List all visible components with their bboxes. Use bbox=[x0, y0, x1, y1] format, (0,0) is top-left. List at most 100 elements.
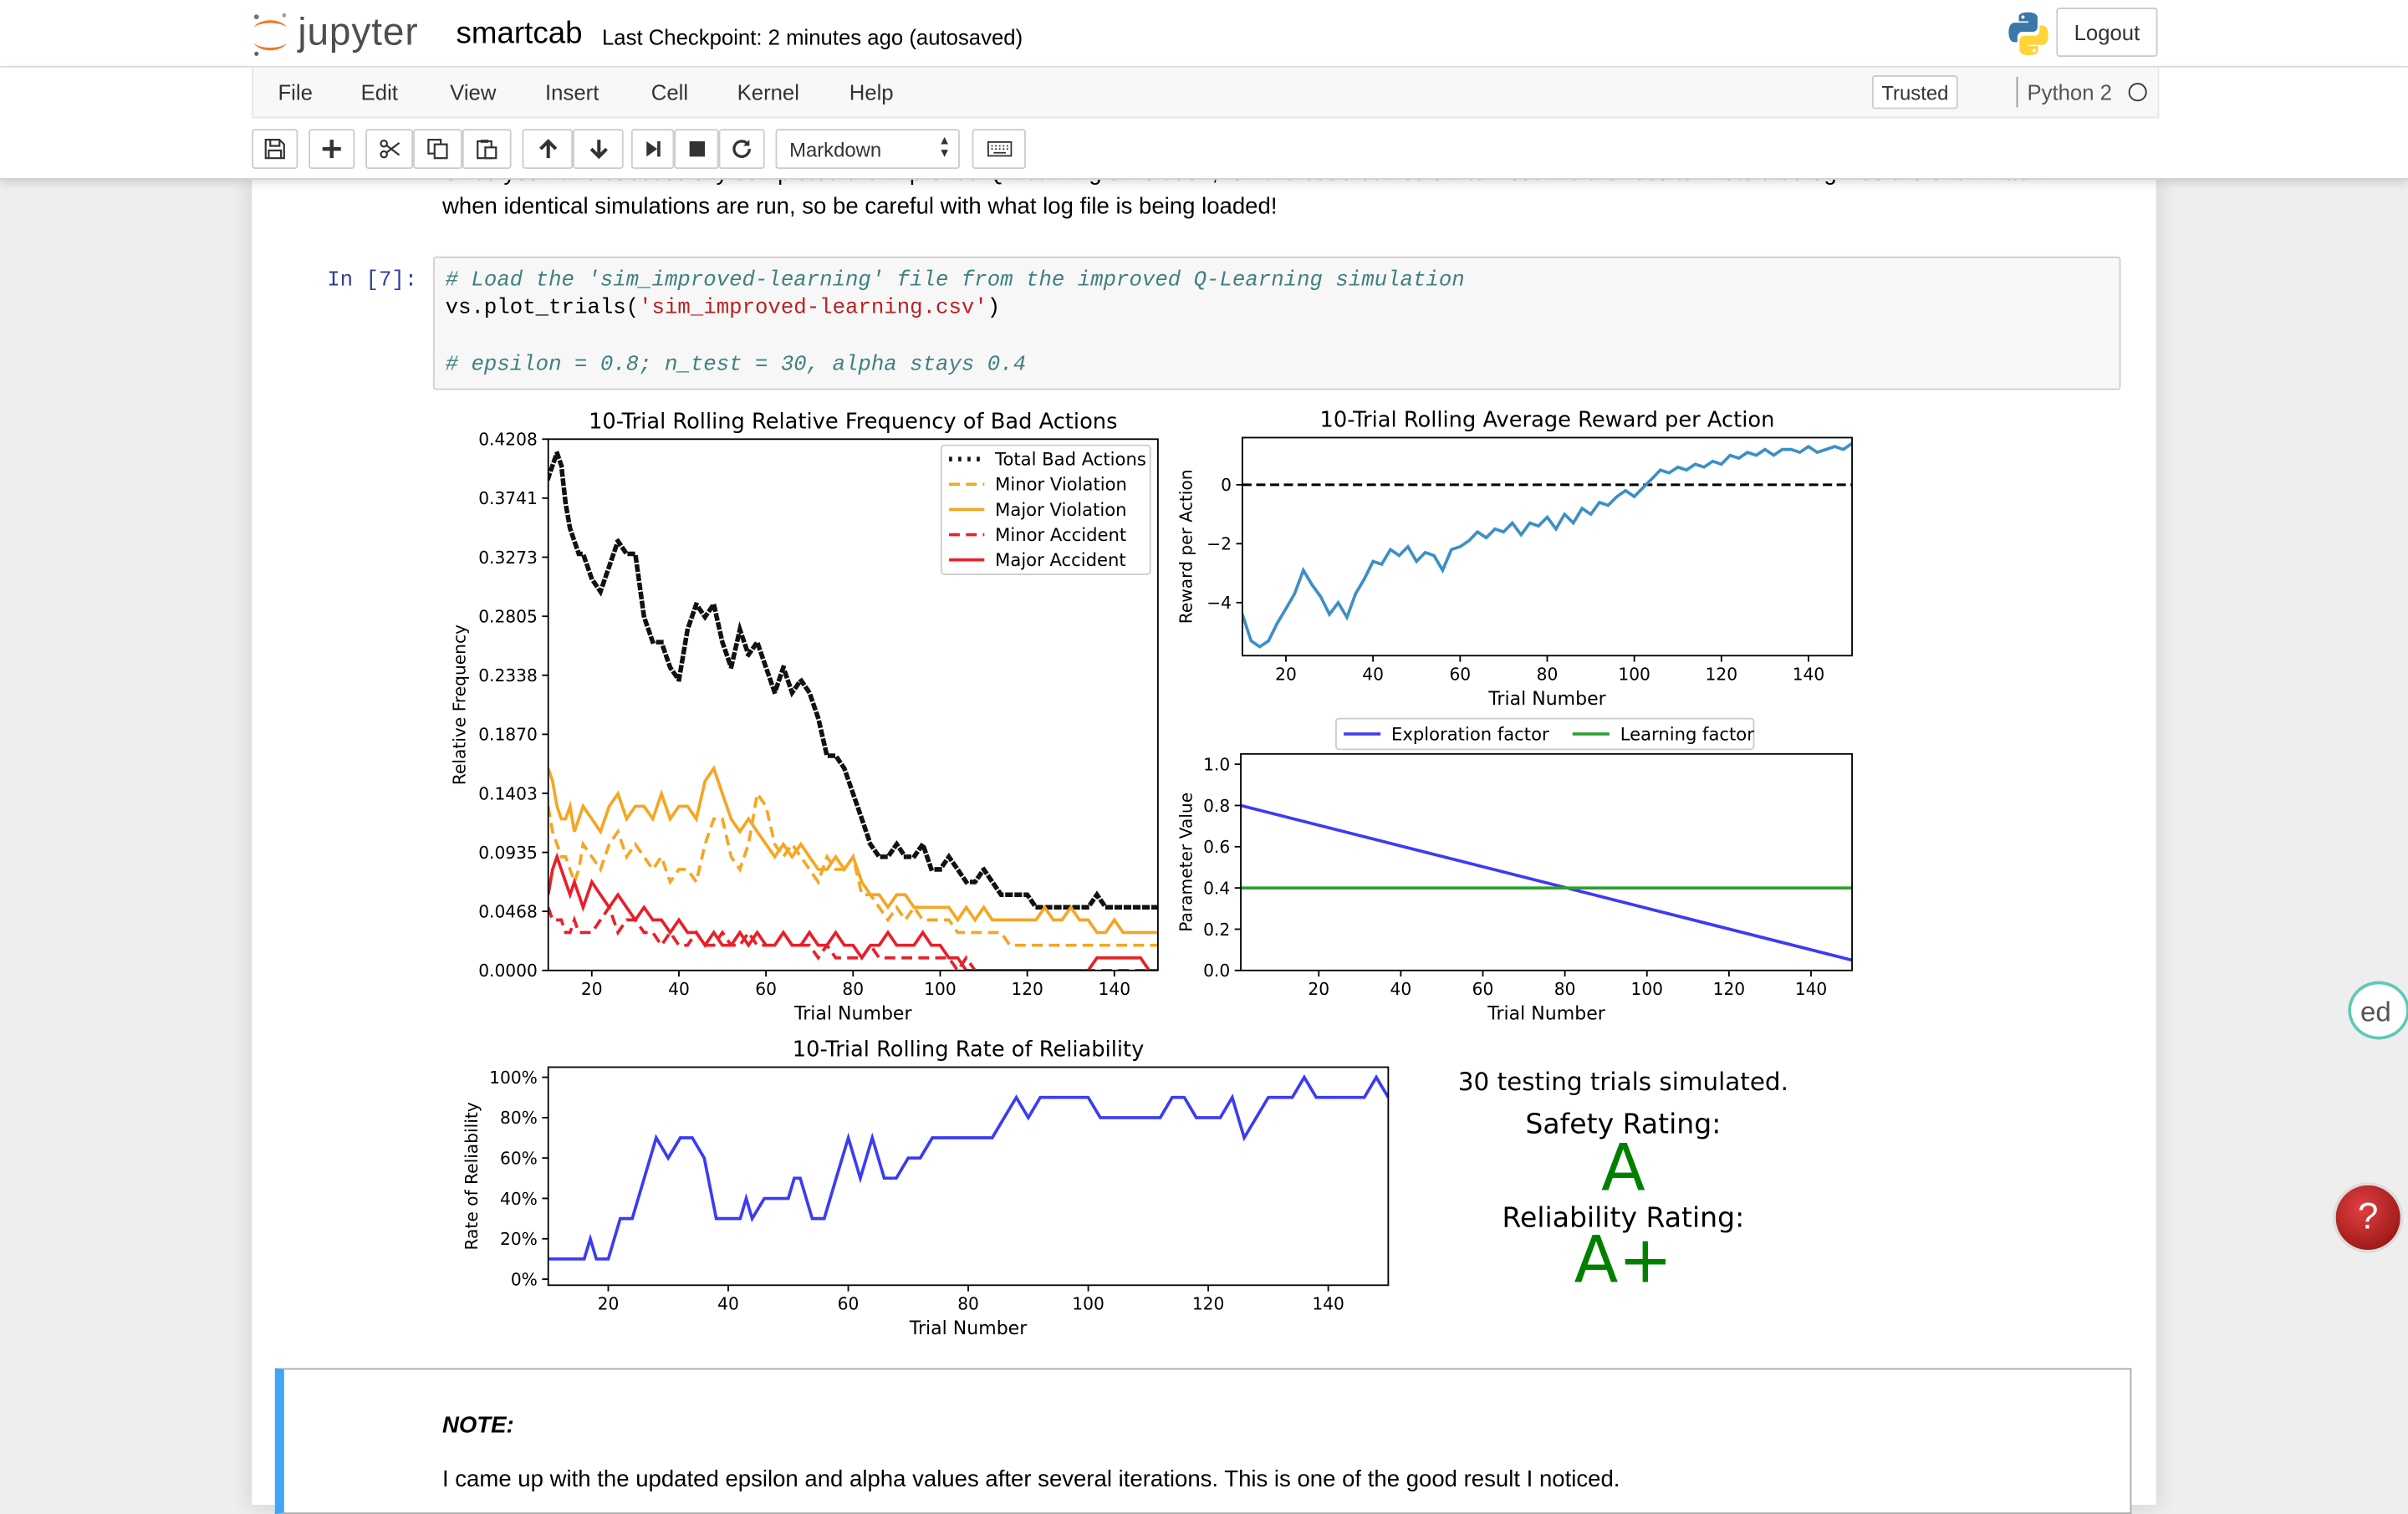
jupyter-logo[interactable]: jupyter bbox=[249, 6, 433, 61]
safety-rating: A bbox=[1600, 1129, 1645, 1206]
restart-button[interactable] bbox=[718, 129, 765, 170]
series-parameters-0 bbox=[1241, 803, 1853, 962]
chart-title: 10-Trial Rolling Relative Frequency of B… bbox=[589, 409, 1117, 434]
y-tick-label: 40% bbox=[500, 1189, 538, 1209]
x-tick-label: 140 bbox=[1312, 1294, 1344, 1314]
move-up-button[interactable] bbox=[522, 129, 574, 170]
kernel-name[interactable]: Python 2 bbox=[2027, 79, 2112, 105]
x-tick-label: 20 bbox=[1275, 665, 1297, 685]
trials-text: 30 testing trials simulated. bbox=[1457, 1067, 1788, 1097]
kernel-idle-icon bbox=[2128, 83, 2147, 102]
legend-frame bbox=[940, 444, 1151, 575]
x-tick-label: 100 bbox=[1618, 665, 1650, 685]
x-tick-label: 80 bbox=[957, 1294, 979, 1314]
y-tick-label: 0% bbox=[511, 1269, 538, 1289]
save-icon bbox=[264, 139, 285, 160]
select-caret-icon: ▲ ▼ bbox=[938, 133, 951, 161]
x-tick-label: 40 bbox=[668, 979, 690, 999]
series-bad-actions-2 bbox=[548, 765, 1158, 935]
cut-button[interactable] bbox=[365, 129, 414, 170]
jupyter-logo-icon bbox=[253, 13, 288, 56]
y-axis-label: Rate of Reliability bbox=[462, 1102, 482, 1250]
y-tick-label: 80% bbox=[500, 1108, 538, 1128]
code-line-1: # Load the 'sim_improved-learning' file … bbox=[445, 268, 1465, 293]
series-bad-actions-1 bbox=[548, 789, 1158, 947]
x-tick-label: 100 bbox=[924, 979, 957, 999]
x-axis-label: Trial Number bbox=[1487, 1004, 1605, 1025]
y-tick-label: 20% bbox=[500, 1229, 538, 1249]
reliability-rating: A+ bbox=[1574, 1222, 1673, 1298]
command-palette-button[interactable] bbox=[972, 129, 1026, 170]
y-tick-label: 0.3741 bbox=[478, 488, 538, 508]
move-down-button[interactable] bbox=[573, 129, 624, 170]
interrupt-button[interactable] bbox=[674, 129, 719, 170]
arrow-down-icon bbox=[589, 140, 608, 160]
save-button[interactable] bbox=[252, 129, 298, 170]
safety-label: Safety Rating: bbox=[1525, 1109, 1722, 1141]
notebook-container bbox=[252, 179, 2156, 1505]
step-forward-icon bbox=[646, 140, 661, 157]
chart-reward: 20 40 60 80 100 120 140 −4 −2 0 10-Trial Rolling A… bbox=[1176, 408, 1853, 710]
series-bad-actions-4 bbox=[548, 852, 1158, 971]
x-tick-label: 20 bbox=[598, 1294, 620, 1314]
paste-button[interactable] bbox=[462, 129, 512, 170]
x-tick-label: 120 bbox=[1011, 979, 1043, 999]
restart-icon bbox=[732, 140, 751, 158]
x-axis-label: Trial Number bbox=[909, 1318, 1028, 1339]
series-bad-actions-3 bbox=[548, 904, 1158, 971]
menu-help[interactable]: Help bbox=[849, 79, 894, 105]
series-reward-0 bbox=[1242, 441, 1853, 649]
plot-frame bbox=[1240, 752, 1853, 971]
legend-bad-actions: Total Bad Actions Minor Violation Major Vi… bbox=[940, 444, 1151, 575]
y-tick-label: 100% bbox=[489, 1068, 538, 1088]
y-tick-label: 0.2 bbox=[1203, 920, 1230, 940]
y-tick-label: 0.8 bbox=[1203, 796, 1230, 816]
cell-type-select[interactable]: Markdown ▲ ▼ bbox=[775, 129, 960, 170]
scissors-icon bbox=[379, 139, 400, 159]
x-tick-label: 40 bbox=[1362, 665, 1384, 685]
paste-icon bbox=[477, 140, 497, 160]
ratings-panel: 30 testing trials simulated. Safety Rati… bbox=[1428, 1063, 1819, 1308]
y-tick-label: −4 bbox=[1207, 593, 1232, 613]
jupyter-logo-text: jupyter bbox=[298, 10, 419, 54]
logout-button[interactable]: Logout bbox=[2056, 8, 2158, 57]
note-markdown-cell[interactable]: NOTE: I came up with the updated epsilon… bbox=[274, 1368, 2132, 1514]
y-axis-label: Reward per Action bbox=[1176, 469, 1196, 624]
y-tick-label: −2 bbox=[1207, 534, 1232, 554]
help-widget-button[interactable]: ? bbox=[2332, 1182, 2404, 1253]
y-tick-label: 0.4 bbox=[1203, 878, 1230, 898]
legend-label-2: Major Violation bbox=[995, 499, 1126, 520]
menu-cell[interactable]: Cell bbox=[650, 79, 689, 105]
x-tick-label: 140 bbox=[1793, 665, 1825, 685]
menu-edit[interactable]: Edit bbox=[360, 79, 398, 105]
y-tick-label: 0.0468 bbox=[478, 901, 538, 921]
menu-view[interactable]: View bbox=[450, 79, 497, 105]
python-logo-icon bbox=[2008, 12, 2048, 56]
menu-insert[interactable]: Insert bbox=[545, 79, 599, 105]
ed-widget-button[interactable]: ed bbox=[2348, 981, 2408, 1040]
y-tick-label: 0.1403 bbox=[478, 783, 538, 803]
code-cell-input[interactable]: # Load the 'sim_improved-learning' file … bbox=[432, 256, 2121, 390]
x-tick-label: 40 bbox=[717, 1294, 739, 1314]
notebook-name[interactable]: smartcab bbox=[456, 17, 583, 51]
trusted-indicator[interactable]: Trusted bbox=[1871, 74, 1958, 110]
y-axis-label: Relative Frequency bbox=[450, 624, 470, 785]
plot-frame bbox=[1241, 436, 1853, 657]
legend-label-0: Total Bad Actions bbox=[994, 449, 1146, 470]
x-tick-label: 120 bbox=[1706, 665, 1738, 685]
run-button[interactable] bbox=[630, 129, 675, 170]
y-tick-label: 0 bbox=[1221, 475, 1232, 495]
legend-frame bbox=[1335, 717, 1755, 751]
copy-button[interactable] bbox=[413, 129, 462, 170]
note-title: NOTE: bbox=[441, 1412, 514, 1439]
menu-kernel[interactable]: Kernel bbox=[737, 79, 799, 105]
arrow-up-icon bbox=[538, 139, 557, 159]
menu-file[interactable]: File bbox=[278, 79, 313, 105]
x-tick-label: 60 bbox=[1472, 979, 1494, 999]
legend-label-3: Minor Accident bbox=[995, 524, 1126, 545]
menu-toolbar-area: File Edit View Insert Cell Kernel Help T… bbox=[0, 67, 2408, 180]
reliability-label: Reliability Rating: bbox=[1502, 1202, 1745, 1235]
note-text: I came up with the updated epsilon and a… bbox=[441, 1466, 1620, 1493]
question-icon: ? bbox=[2357, 1195, 2379, 1238]
insert-cell-button[interactable] bbox=[309, 129, 355, 170]
